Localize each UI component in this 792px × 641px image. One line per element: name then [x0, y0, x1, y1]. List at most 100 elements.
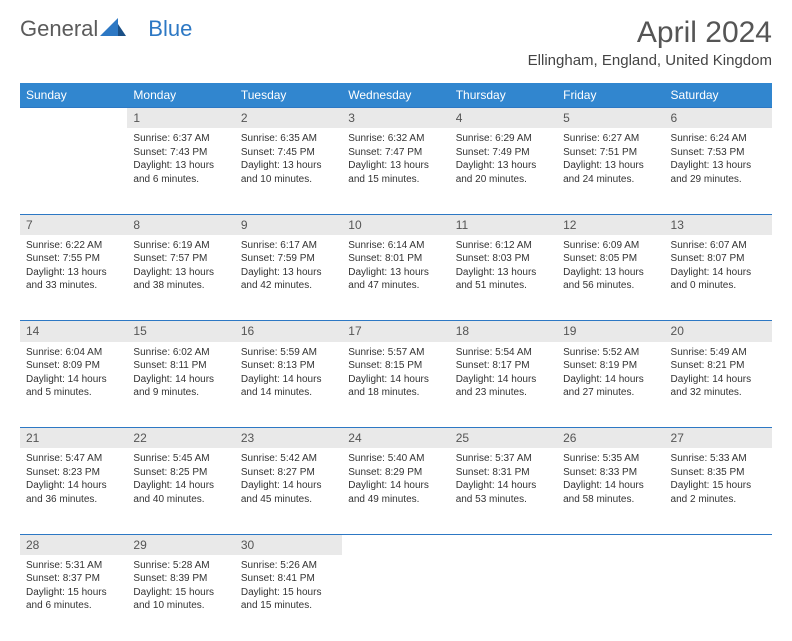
day-cell: Sunrise: 6:04 AMSunset: 8:09 PMDaylight:… — [20, 342, 127, 428]
day-cell-line: Sunrise: 5:42 AM — [241, 452, 336, 466]
day-cell-line: Sunset: 8:39 PM — [133, 572, 228, 586]
day-cell-line: Sunrise: 5:35 AM — [563, 452, 658, 466]
day-cell-line: and 6 minutes. — [26, 599, 121, 613]
day-cell-line: Sunset: 8:37 PM — [26, 572, 121, 586]
day-cell-line: Sunset: 7:43 PM — [133, 146, 228, 160]
day-cell-line: Daylight: 13 hours — [348, 266, 443, 280]
content-row: Sunrise: 6:22 AMSunset: 7:55 PM Daylight:… — [20, 235, 772, 321]
day-cell: Sunrise: 6:37 AMSunset: 7:43 PMDaylight:… — [127, 128, 234, 214]
day-cell-line: and 47 minutes. — [348, 279, 443, 293]
weekday-header-row: Sunday Monday Tuesday Wednesday Thursday… — [20, 83, 772, 108]
day-cell-line: and 51 minutes. — [456, 279, 551, 293]
day-cell-line: Sunset: 7:55 PM — [26, 252, 121, 266]
day-cell: Sunrise: 6:07 AMSunset: 8:07 PMDaylight:… — [665, 235, 772, 321]
location: Ellingham, England, United Kingdom — [528, 52, 772, 69]
day-number: 24 — [342, 428, 449, 449]
weekday-header: Monday — [127, 83, 234, 108]
day-cell-line: and 23 minutes. — [456, 386, 551, 400]
day-cell-line: Daylight: 14 hours — [671, 373, 766, 387]
day-cell — [450, 555, 557, 641]
day-number: 16 — [235, 321, 342, 342]
day-cell-line: Sunset: 8:05 PM — [563, 252, 658, 266]
day-cell-line: Sunrise: 6:07 AM — [671, 239, 766, 253]
day-cell-line: and 49 minutes. — [348, 493, 443, 507]
weekday-header: Saturday — [665, 83, 772, 108]
day-number: 13 — [665, 214, 772, 235]
day-number: 11 — [450, 214, 557, 235]
daynum-row: 78910111213 — [20, 214, 772, 235]
day-cell-line: Sunrise: 5:33 AM — [671, 452, 766, 466]
day-cell-line: and 27 minutes. — [563, 386, 658, 400]
day-cell-line: Sunset: 8:25 PM — [133, 466, 228, 480]
day-cell-line: Sunrise: 5:49 AM — [671, 346, 766, 360]
day-cell: Sunrise: 6:02 AMSunset: 8:11 PMDaylight:… — [127, 342, 234, 428]
day-cell-line: Daylight: 13 hours — [241, 266, 336, 280]
day-cell: Sunrise: 5:54 AMSunset: 8:17 PMDaylight:… — [450, 342, 557, 428]
day-number — [557, 534, 664, 555]
day-number: 17 — [342, 321, 449, 342]
day-cell-line: and 29 minutes. — [671, 173, 766, 187]
day-cell-line: Daylight: 14 hours — [241, 373, 336, 387]
day-cell-line: Sunrise: 5:45 AM — [133, 452, 228, 466]
day-cell-line: Daylight: 14 hours — [563, 479, 658, 493]
day-number: 20 — [665, 321, 772, 342]
weekday-header: Thursday — [450, 83, 557, 108]
title-area: April 2024 Ellingham, England, United Ki… — [528, 16, 772, 69]
day-cell: Sunrise: 6:14 AMSunset: 8:01 PMDaylight:… — [342, 235, 449, 321]
day-cell-line: Sunrise: 6:29 AM — [456, 132, 551, 146]
day-cell: Sunrise: 5:33 AMSunset: 8:35 PMDaylight:… — [665, 448, 772, 534]
day-cell-line: Daylight: 13 hours — [133, 159, 228, 173]
day-number: 6 — [665, 108, 772, 129]
content-row: Sunrise: 6:04 AMSunset: 8:09 PMDaylight:… — [20, 342, 772, 428]
day-cell: Sunrise: 6:12 AMSunset: 8:03 PMDaylight:… — [450, 235, 557, 321]
day-cell-line: Sunset: 7:53 PM — [671, 146, 766, 160]
logo-icon — [100, 16, 126, 42]
day-cell-line: Daylight: 14 hours — [348, 479, 443, 493]
day-cell-line: Sunset: 8:35 PM — [671, 466, 766, 480]
day-number — [342, 534, 449, 555]
day-cell-line: Sunrise: 6:37 AM — [133, 132, 228, 146]
day-cell-line: Daylight: 14 hours — [26, 479, 121, 493]
day-cell: Sunrise: 6:27 AMSunset: 7:51 PMDaylight:… — [557, 128, 664, 214]
day-cell: Sunrise: 6:35 AMSunset: 7:45 PMDaylight:… — [235, 128, 342, 214]
day-number: 30 — [235, 534, 342, 555]
day-cell-line: Sunset: 8:41 PM — [241, 572, 336, 586]
content-row: Sunrise: 6:37 AMSunset: 7:43 PMDaylight:… — [20, 128, 772, 214]
day-cell: Sunrise: 5:59 AMSunset: 8:13 PMDaylight:… — [235, 342, 342, 428]
day-cell-line: Daylight: 13 hours — [563, 266, 658, 280]
day-cell-line: Daylight: 14 hours — [348, 373, 443, 387]
day-cell-line: Sunrise: 5:54 AM — [456, 346, 551, 360]
day-cell-line: Sunrise: 5:26 AM — [241, 559, 336, 573]
day-number: 29 — [127, 534, 234, 555]
day-cell-line: Sunrise: 6:27 AM — [563, 132, 658, 146]
day-number: 23 — [235, 428, 342, 449]
day-cell-line: and 40 minutes. — [133, 493, 228, 507]
day-cell-line: Sunrise: 5:31 AM — [26, 559, 121, 573]
day-cell: Sunrise: 5:49 AMSunset: 8:21 PMDaylight:… — [665, 342, 772, 428]
day-number: 28 — [20, 534, 127, 555]
day-cell-line: Daylight: 14 hours — [671, 266, 766, 280]
day-cell-line: and 10 minutes. — [241, 173, 336, 187]
day-cell-line: and 53 minutes. — [456, 493, 551, 507]
day-number: 8 — [127, 214, 234, 235]
day-cell-line: Sunset: 8:31 PM — [456, 466, 551, 480]
content-row: Sunrise: 5:47 AMSunset: 8:23 PMDaylight:… — [20, 448, 772, 534]
day-cell-line: Daylight: 14 hours — [133, 373, 228, 387]
day-cell: Sunrise: 5:42 AMSunset: 8:27 PMDaylight:… — [235, 448, 342, 534]
day-cell-line: Sunrise: 5:57 AM — [348, 346, 443, 360]
day-cell-line: Sunrise: 6:22 AM — [26, 239, 121, 253]
day-cell-line: and 36 minutes. — [26, 493, 121, 507]
day-cell-line: Sunrise: 6:14 AM — [348, 239, 443, 253]
day-cell-line: and 20 minutes. — [456, 173, 551, 187]
day-cell: Sunrise: 6:32 AMSunset: 7:47 PMDaylight:… — [342, 128, 449, 214]
day-cell-line: Sunrise: 5:40 AM — [348, 452, 443, 466]
day-cell-line: and 10 minutes. — [133, 599, 228, 613]
day-number: 19 — [557, 321, 664, 342]
day-cell-line: Sunset: 7:47 PM — [348, 146, 443, 160]
day-number: 3 — [342, 108, 449, 129]
day-cell-line: Daylight: 13 hours — [456, 159, 551, 173]
day-cell: Sunrise: 5:45 AMSunset: 8:25 PMDaylight:… — [127, 448, 234, 534]
day-cell-line: Sunrise: 5:37 AM — [456, 452, 551, 466]
day-cell-line: Daylight: 13 hours — [456, 266, 551, 280]
day-cell-line: Sunset: 8:07 PM — [671, 252, 766, 266]
